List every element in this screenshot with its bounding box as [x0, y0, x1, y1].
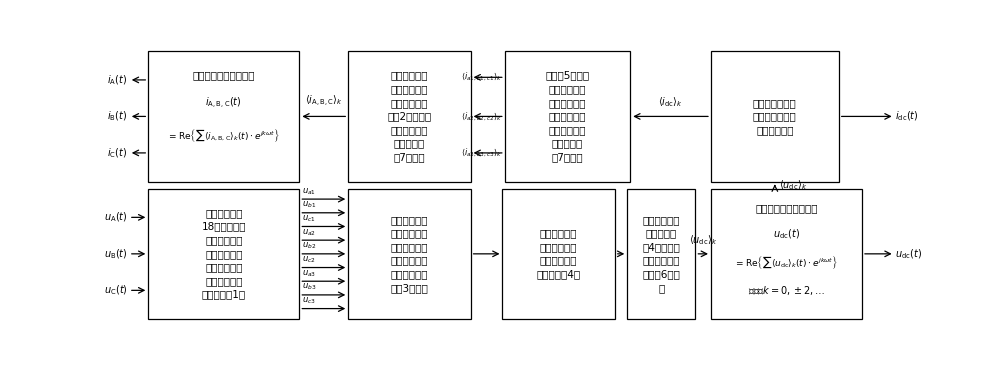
Text: $u_{b2}$: $u_{b2}$ — [302, 241, 316, 251]
Bar — [505, 51, 630, 181]
Bar — [148, 189, 299, 319]
Text: $u_{c2}$: $u_{c2}$ — [302, 255, 315, 265]
Text: $\langle i_{a2,b2,c2}\rangle_k$: $\langle i_{a2,b2,c2}\rangle_k$ — [461, 110, 502, 123]
Text: 建立绕组输出
端电压与整流
后直流电压关
系，如式（4）: 建立绕组输出 端电压与整流 后直流电压关 系，如式（4） — [537, 229, 581, 279]
Text: $u_{\mathrm{dc}}(t)$: $u_{\mathrm{dc}}(t)$ — [773, 227, 800, 241]
Text: $i_{\mathrm{C}}(t)$: $i_{\mathrm{C}}(t)$ — [107, 146, 127, 160]
Text: $\langle u_{\mathrm{dc}}\rangle_k$: $\langle u_{\mathrm{dc}}\rangle_k$ — [689, 233, 717, 247]
Text: $\langle i_{a3,b3,c3}\rangle_k$: $\langle i_{a3,b3,c3}\rangle_k$ — [461, 147, 502, 159]
Text: 根据直流侧电压
与负载关系，得
出直流侧电流: 根据直流侧电压 与负载关系，得 出直流侧电流 — [753, 98, 797, 135]
Text: $u_{b3}$: $u_{b3}$ — [302, 282, 316, 292]
Text: $\langle u_{\mathrm{dc}}\rangle_k$: $\langle u_{\mathrm{dc}}\rangle_k$ — [779, 178, 807, 192]
Text: $u_{\mathrm{A}}(t)$: $u_{\mathrm{A}}(t)$ — [104, 210, 127, 224]
Bar — [502, 189, 615, 319]
Text: $u_{c3}$: $u_{c3}$ — [302, 296, 316, 306]
Text: $u_{\mathrm{B}}(t)$: $u_{\mathrm{B}}(t)$ — [104, 247, 127, 261]
Text: $\langle i_{\mathrm{dc}}\rangle_k$: $\langle i_{\mathrm{dc}}\rangle_k$ — [658, 96, 683, 109]
Bar — [627, 189, 695, 319]
Text: 根据非对称型
18脉波移相自
耦变压器绕组
拓扑，建立绕
组输出端电压
与网侧交流电
压关系式（1）: 根据非对称型 18脉波移相自 耦变压器绕组 拓扑，建立绕 组输出端电压 与网侧交… — [202, 208, 246, 300]
Bar — [348, 189, 471, 319]
Text: $u_{a3}$: $u_{a3}$ — [302, 268, 316, 279]
Text: $=\mathrm{Re}\left\{\sum\langle i_{\mathrm{A,B,C}}\rangle_k(t)\cdot e^{jk\omega : $=\mathrm{Re}\left\{\sum\langle i_{\math… — [167, 128, 280, 144]
Text: $i_{\mathrm{B}}(t)$: $i_{\mathrm{B}}(t)$ — [107, 110, 127, 123]
Text: $\langle i_{\mathrm{A,B,C}}\rangle_k$: $\langle i_{\mathrm{A,B,C}}\rangle_k$ — [305, 94, 343, 109]
Text: 对式（5）所示
绕组输出端电
流与整流后直
流电流关系，
进行动态相量
改造，如式
（7）所示: 对式（5）所示 绕组输出端电 流与整流后直 流电流关系， 进行动态相量 改造，如… — [545, 71, 590, 162]
Bar — [711, 51, 839, 181]
Text: 基于时频变换
理论，对式
（4）进行动
态相量改造，
如式（6）所
示: 基于时频变换 理论，对式 （4）进行动 态相量改造， 如式（6）所 示 — [642, 215, 680, 293]
Text: $i_{\mathrm{A}}(t)$: $i_{\mathrm{A}}(t)$ — [107, 73, 127, 87]
Text: 确定三组三相
整流桥开关顺
序，并建立所
对应开关函数
数学模型，如
式（3）所示: 确定三组三相 整流桥开关顺 序，并建立所 对应开关函数 数学模型，如 式（3）所… — [390, 215, 428, 293]
Text: 其中，$k=0,\pm 2,\ldots$: 其中，$k=0,\pm 2,\ldots$ — [748, 284, 825, 297]
Text: $u_{\mathrm{dc}}(t)$: $u_{\mathrm{dc}}(t)$ — [895, 247, 922, 261]
Text: $\langle i_{a1,b1,c1}\rangle_k$: $\langle i_{a1,b1,c1}\rangle_k$ — [461, 71, 502, 84]
Text: $u_{\mathrm{C}}(t)$: $u_{\mathrm{C}}(t)$ — [104, 283, 127, 297]
Text: 基于绕组输出
端电流与网侧
交流电流关系
式（2），求得
网侧电流动态
相量，如式
（7）所示: 基于绕组输出 端电流与网侧 交流电流关系 式（2），求得 网侧电流动态 相量，如… — [387, 71, 431, 162]
Text: 动态相量还原为时域：: 动态相量还原为时域： — [755, 203, 818, 213]
Text: $u_{a1}$: $u_{a1}$ — [302, 186, 316, 197]
Text: 动态相量还原为时域：: 动态相量还原为时域： — [193, 70, 255, 80]
Text: $u_{b1}$: $u_{b1}$ — [302, 200, 316, 210]
Text: $i_{\mathrm{dc}}(t)$: $i_{\mathrm{dc}}(t)$ — [895, 110, 919, 123]
Text: $u_{c1}$: $u_{c1}$ — [302, 213, 315, 224]
Bar — [148, 51, 299, 181]
Text: $u_{a2}$: $u_{a2}$ — [302, 227, 316, 238]
Bar — [348, 51, 471, 181]
Text: $=\mathrm{Re}\left\{\sum\langle u_{\mathrm{dc}}\rangle_k(t)\cdot e^{jk\omega t}\: $=\mathrm{Re}\left\{\sum\langle u_{\math… — [734, 255, 839, 271]
Bar — [711, 189, 862, 319]
Text: $i_{\mathrm{A,B,C}}(t)$: $i_{\mathrm{A,B,C}}(t)$ — [205, 96, 242, 111]
